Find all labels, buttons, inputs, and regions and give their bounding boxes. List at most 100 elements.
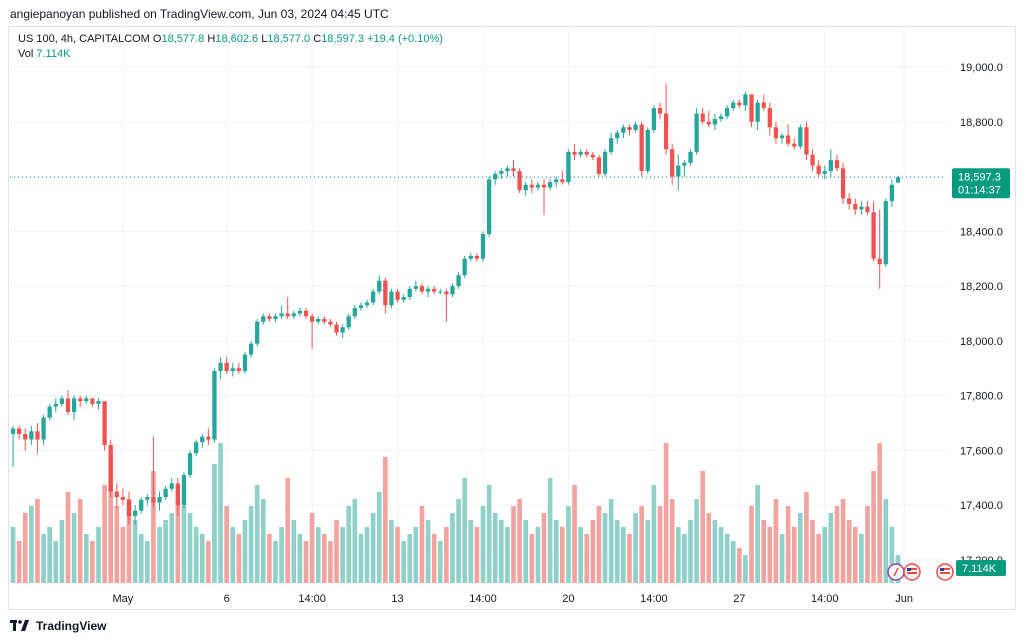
time-tick-label: 14:00: [298, 593, 326, 605]
candle-body: [749, 94, 754, 122]
candle: [407, 286, 412, 300]
time-tick-label: 20: [562, 593, 574, 605]
candle: [102, 401, 107, 451]
candle: [65, 390, 71, 415]
candle-body: [212, 371, 217, 440]
candle: [493, 171, 498, 185]
candle-body: [291, 313, 296, 317]
volume-bar: [474, 527, 480, 583]
volume-bar: [376, 492, 382, 583]
volume-bar: [535, 527, 541, 583]
volume-label[interactable]: Vol: [18, 48, 34, 60]
volume-bar: [90, 541, 95, 583]
price-badges: 18,597.301:14:37 7.114K: [952, 168, 1010, 576]
volume-bar: [181, 506, 187, 583]
volume-bar: [694, 499, 699, 583]
candle-body: [883, 201, 888, 265]
footer-brand[interactable]: TradingView: [10, 619, 106, 633]
candle-body: [682, 162, 687, 166]
candle-body: [517, 171, 522, 191]
high-label: H: [207, 33, 216, 45]
candle: [560, 171, 565, 185]
candle-body: [767, 108, 772, 128]
candle: [816, 160, 821, 177]
us-flag-icon[interactable]: [903, 563, 921, 581]
candle-body: [547, 182, 553, 188]
candle: [370, 288, 376, 306]
candle-body: [102, 401, 107, 445]
candle: [41, 414, 46, 445]
last-price-label: 18,597.3: [958, 171, 1001, 183]
candle: [755, 99, 760, 130]
candle-body: [364, 302, 370, 306]
candle: [96, 398, 101, 410]
time-tick-label: 6: [224, 593, 230, 605]
candle: [749, 94, 754, 128]
candle-body: [187, 453, 193, 476]
symbol-name[interactable]: US 100, 4h, CAPITALCOM: [18, 33, 150, 45]
volume-bar: [456, 499, 461, 583]
candle: [834, 154, 840, 172]
volume-bar: [41, 534, 46, 583]
candle-body: [383, 280, 388, 306]
price-tick-label: 18,800.0: [960, 117, 1003, 129]
candle: [804, 121, 809, 161]
volume-bar: [547, 478, 553, 583]
candle: [840, 162, 846, 204]
volume-bar: [669, 499, 675, 583]
candle: [889, 179, 895, 207]
volume-bar: [730, 541, 736, 583]
volume-bar: [187, 513, 193, 583]
candle: [419, 283, 425, 295]
volume-bar: [505, 527, 510, 583]
candle-body: [456, 275, 461, 287]
volume-bar: [401, 541, 406, 583]
candle-body: [139, 499, 144, 511]
candle: [212, 368, 217, 443]
candle: [877, 209, 882, 289]
volume-badge: [956, 560, 1006, 576]
volume-bar: [859, 534, 864, 583]
dividends-icon[interactable]: [887, 563, 905, 581]
candle-body: [132, 510, 138, 517]
open-value: 18,577.8: [161, 33, 205, 45]
candle-body: [370, 291, 376, 303]
candle-body: [773, 127, 779, 139]
candle: [163, 486, 168, 500]
candle-body: [90, 398, 95, 404]
candle-body: [316, 318, 321, 322]
countdown-label: 01:14:37: [958, 184, 1001, 196]
candle-body: [200, 436, 205, 443]
volume-bar: [352, 499, 358, 583]
volume-bar: [395, 527, 400, 583]
volume-bar: [206, 541, 211, 583]
candle-body: [639, 124, 644, 172]
volume-bar: [877, 443, 883, 583]
candle: [590, 151, 595, 161]
candle: [706, 110, 711, 128]
candle: [743, 91, 748, 111]
volume-bar: [737, 548, 742, 583]
candle: [84, 395, 89, 404]
candle: [609, 132, 614, 155]
candle: [596, 154, 602, 177]
candle: [151, 436, 156, 508]
candle-body: [486, 179, 492, 235]
candle: [352, 305, 357, 319]
volume-bars: [10, 443, 901, 583]
candle-body: [877, 258, 882, 265]
candles: [10, 83, 901, 525]
candle: [413, 280, 418, 292]
candle-body: [23, 434, 28, 440]
candle-body: [47, 406, 52, 418]
candle: [724, 105, 730, 120]
candle: [712, 113, 718, 130]
candle-body: [425, 288, 431, 292]
volume-bar: [364, 527, 370, 583]
candle-body: [218, 362, 223, 372]
volume-bar: [590, 520, 596, 583]
candle-body: [590, 154, 595, 158]
candle: [486, 176, 492, 237]
us-flag-icon[interactable]: [936, 563, 954, 581]
